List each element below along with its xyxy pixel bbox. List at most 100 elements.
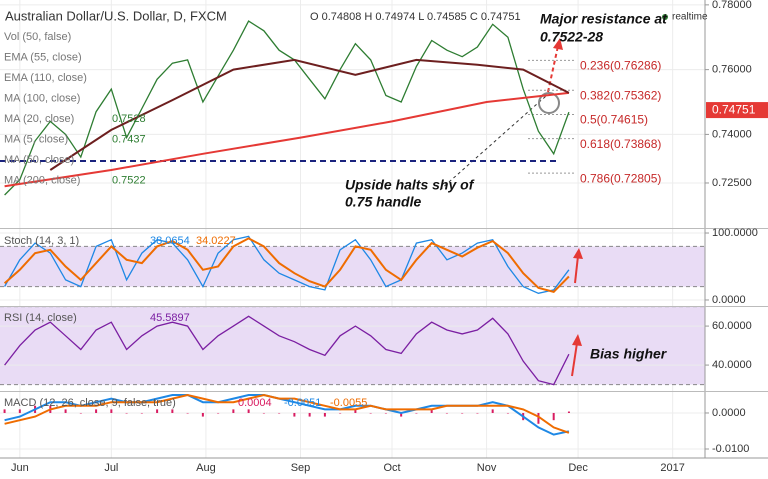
- series-line: [3, 237, 570, 294]
- y-tick-label: -0.0100: [712, 443, 749, 455]
- ohlc: O 0.74808 H 0.74974 L 0.74585 C 0.74751: [310, 11, 521, 23]
- current-value: 45.5897: [150, 312, 190, 324]
- arrow-head: [572, 334, 582, 346]
- series-line: [49, 58, 570, 171]
- histogram-bar: [140, 412, 143, 414]
- x-tick-label: Nov: [477, 462, 497, 474]
- indicator-label: EMA (110, close): [4, 72, 87, 84]
- fib-label: 0.5(0.74615): [580, 113, 648, 127]
- indicator-value: 0.7437: [112, 133, 146, 145]
- x-tick-label: Jun: [11, 462, 29, 474]
- stoch-arrow: [574, 255, 579, 284]
- histogram-bar: [369, 412, 372, 414]
- indicator-label: Vol (50, false): [4, 31, 71, 43]
- chart-title: Australian Dollar/U.S. Dollar, D, FXCM: [5, 8, 227, 23]
- histogram-bar: [445, 412, 448, 414]
- histogram-bar: [308, 412, 311, 417]
- series-line: [4, 393, 570, 434]
- series-line: [4, 91, 570, 188]
- x-tick-label: Jul: [104, 462, 118, 474]
- histogram-bar: [232, 409, 235, 413]
- current-value: 0.0004: [238, 397, 272, 409]
- y-tick-label: 0.78000: [712, 0, 752, 11]
- y-tick-label: 0.76000: [712, 64, 752, 76]
- highlight-circle: [538, 92, 560, 114]
- histogram-bar: [217, 412, 220, 414]
- y-tick-label: 100.0000: [712, 227, 758, 239]
- status: realtime: [672, 12, 708, 23]
- histogram-bar: [354, 409, 357, 413]
- histogram-bar: [415, 412, 418, 414]
- histogram-bar: [339, 412, 342, 414]
- indicator-label: MA (100, close): [4, 92, 80, 104]
- fib-label: 0.382(0.75362): [580, 88, 661, 102]
- y-tick-label: 40.0000: [712, 359, 752, 371]
- y-tick-label: 0.74000: [712, 128, 752, 140]
- histogram-bar: [400, 412, 403, 417]
- histogram-bar: [506, 412, 509, 414]
- indicator-label: MA (200, close): [4, 174, 80, 186]
- histogram-bar: [201, 412, 204, 417]
- current-value: -0.0055: [330, 397, 367, 409]
- annotation: 0.7522-28: [540, 29, 603, 45]
- fib-label: 0.236(0.76286): [580, 59, 661, 73]
- histogram-bar: [247, 409, 250, 413]
- x-tick-label: Aug: [196, 462, 216, 474]
- indicator-value: 0.7522: [112, 174, 146, 186]
- histogram-bar: [64, 409, 67, 413]
- indicator-label: MA (20, close): [4, 113, 74, 125]
- panel-title: RSI (14, close): [4, 312, 77, 324]
- annotation: Upside halts shy of: [345, 177, 475, 193]
- annotation: Bias higher: [590, 346, 668, 362]
- histogram-bar: [125, 412, 128, 414]
- indicator-label: MA (5, close): [4, 133, 68, 145]
- current-value: -0.0051: [284, 397, 321, 409]
- rsi-arrow: [571, 342, 578, 377]
- y-tick-label: 0.0000: [712, 407, 746, 419]
- histogram-bar: [430, 409, 433, 413]
- histogram-bar: [110, 409, 113, 413]
- x-tick-label: Sep: [291, 462, 311, 474]
- histogram-bar: [95, 409, 98, 413]
- histogram-bar: [476, 412, 479, 414]
- histogram-bar: [293, 412, 296, 417]
- indicator-value: 0.7528: [112, 113, 146, 125]
- current-value: 34.0227: [196, 235, 236, 247]
- x-tick-label: Dec: [568, 462, 588, 474]
- histogram-bar: [186, 412, 189, 414]
- histogram-bar: [567, 411, 570, 413]
- x-tick-label: 2017: [660, 462, 684, 474]
- histogram-bar: [171, 409, 174, 413]
- y-tick-label: 0.0000: [712, 294, 746, 306]
- histogram-bar: [79, 412, 82, 414]
- histogram-bar: [491, 409, 494, 413]
- histogram-bar: [552, 412, 555, 421]
- histogram-bar: [323, 412, 326, 417]
- histogram-bar: [384, 412, 387, 414]
- panel-title: Stoch (14, 3, 1): [4, 235, 79, 247]
- last-price-box: [706, 102, 768, 119]
- indicator-label: MA (50, close): [4, 154, 74, 166]
- histogram-bar: [278, 412, 281, 414]
- current-value: 38.0654: [150, 235, 190, 247]
- histogram-bar: [3, 409, 6, 413]
- y-tick-label: 0.72500: [712, 177, 752, 189]
- histogram-bar: [156, 409, 159, 413]
- annotation: 0.75 handle: [345, 194, 421, 210]
- last-price: 0.74751: [712, 102, 756, 116]
- histogram-bar: [461, 412, 464, 414]
- series-line: [4, 20, 570, 196]
- band: [0, 306, 705, 385]
- resistance-arrow: [547, 45, 559, 93]
- arrow-head: [573, 248, 583, 259]
- histogram-bar: [537, 412, 540, 424]
- x-tick-label: Oct: [383, 462, 400, 474]
- series-line: [4, 235, 570, 294]
- annotation: Major resistance at: [540, 11, 668, 27]
- fib-label: 0.618(0.73868): [580, 137, 661, 151]
- fib-label: 0.786(0.72805): [580, 171, 661, 185]
- series-line: [4, 315, 570, 386]
- indicator-label: EMA (55, close): [4, 51, 82, 63]
